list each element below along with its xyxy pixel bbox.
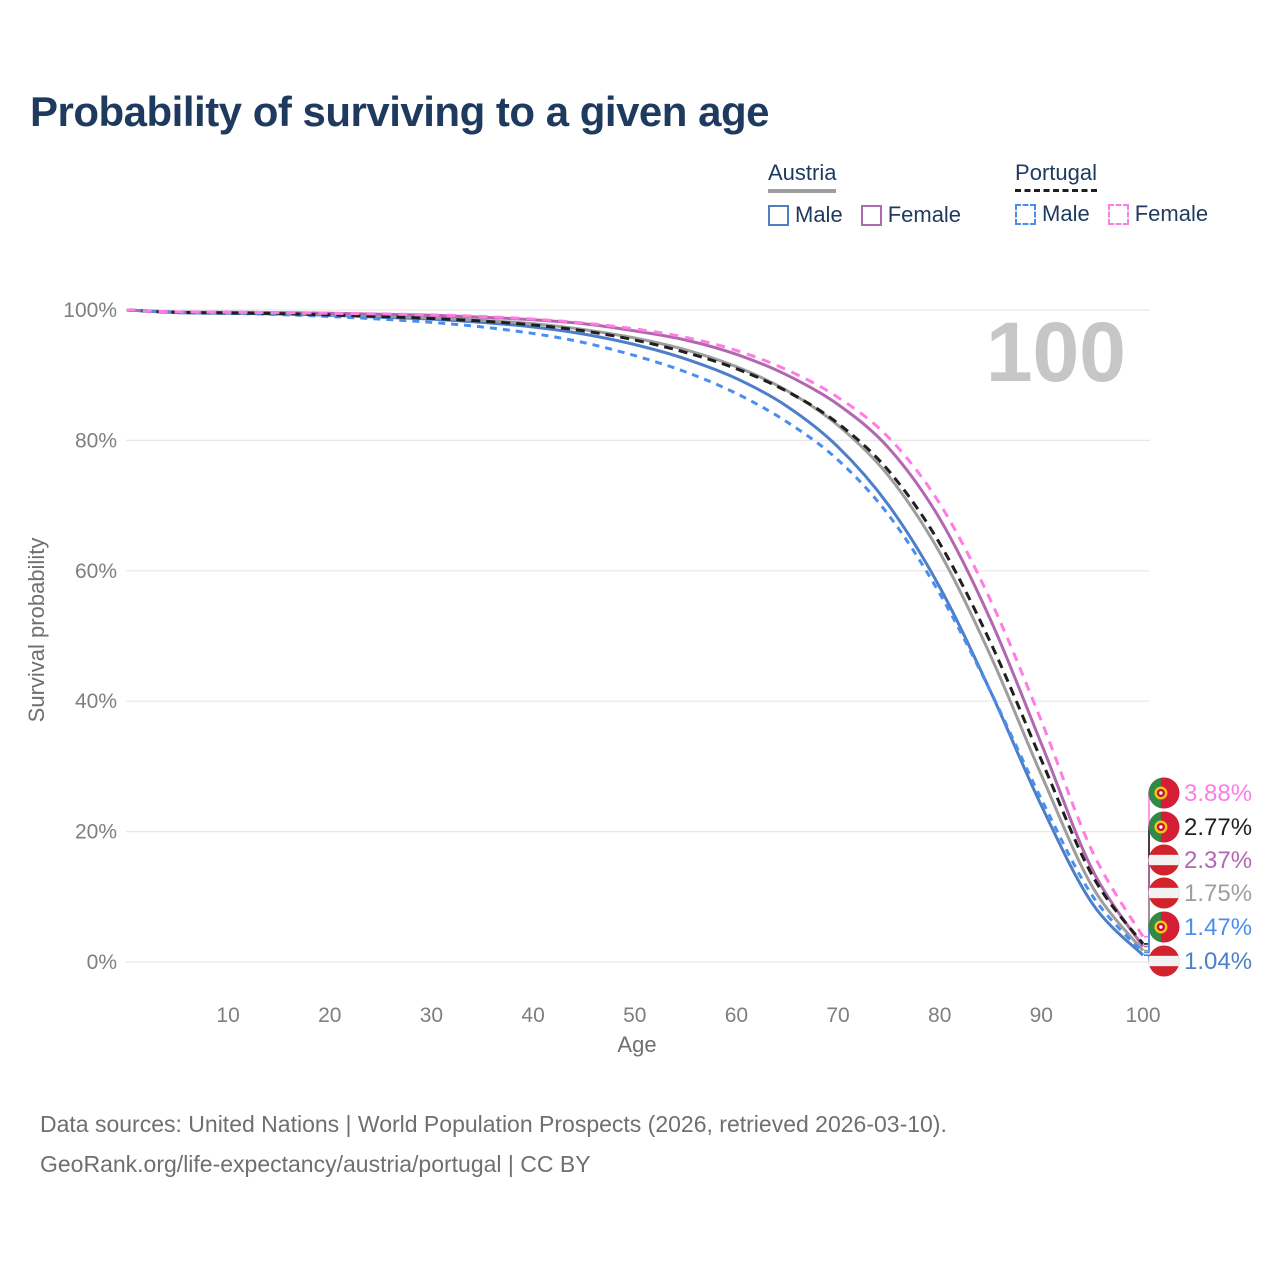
legend-item-austria-female[interactable]: Female <box>860 202 962 228</box>
legend-label: Male <box>1042 201 1090 226</box>
legend-label: Female <box>1134 201 1209 226</box>
age-watermark: 100 <box>986 305 1126 399</box>
chart-title: Probability of surviving to a given age <box>30 88 769 135</box>
end-value-label-austria-male-male: 1.04% <box>1184 948 1252 975</box>
end-value-label-austria-female-female: 2.37% <box>1184 847 1252 874</box>
footer: Data sources: United Nations | World Pop… <box>40 1104 947 1184</box>
series-line-portugal-male-male[interactable] <box>126 308 1145 954</box>
legend: Austria Male Female Portugal Male Female <box>768 160 1208 228</box>
x-tick-label: 80 <box>928 1004 951 1027</box>
y-tick-label: 100% <box>63 299 117 322</box>
x-tick-label: 60 <box>725 1004 748 1027</box>
end-value-label-austria-both: 1.75% <box>1184 880 1252 907</box>
legend-label: Male <box>795 202 843 227</box>
legend-group-austria: Austria Male Female <box>768 160 961 228</box>
x-tick-label: 70 <box>826 1004 849 1027</box>
series-line-austria-male-male[interactable] <box>126 308 1145 957</box>
legend-swatch-austria-male <box>768 204 789 226</box>
x-tick-label: 20 <box>318 1004 341 1027</box>
legend-label: Female <box>887 202 962 227</box>
legend-items: Male Female <box>1015 201 1208 227</box>
legend-swatch-portugal-female <box>1107 203 1129 225</box>
series-line-austria-female-female[interactable] <box>126 308 1145 948</box>
x-tick-label: 30 <box>420 1004 443 1027</box>
legend-item-portugal-female[interactable]: Female <box>1107 201 1209 227</box>
y-tick-label: 60% <box>75 560 117 583</box>
x-tick-label: 50 <box>623 1004 646 1027</box>
y-tick-label: 20% <box>75 821 117 844</box>
end-value-label-portugal-male-male: 1.47% <box>1184 914 1252 941</box>
y-tick-label: 40% <box>75 690 117 713</box>
legend-swatch-portugal-male <box>1015 203 1037 225</box>
x-tick-label: 90 <box>1030 1004 1053 1027</box>
y-tick-label: 0% <box>87 951 117 974</box>
series-line-portugal-both[interactable] <box>126 308 1145 945</box>
x-axis-title: Age <box>617 1032 656 1057</box>
footer-data-sources: Data sources: United Nations | World Pop… <box>40 1111 947 1137</box>
y-axis-title: Survival probability <box>24 538 49 723</box>
series-line-austria-both[interactable] <box>126 308 1145 952</box>
austria-flag-icon <box>1148 877 1180 909</box>
legend-country-austria[interactable]: Austria <box>768 160 837 193</box>
y-tick-label: 80% <box>75 429 117 452</box>
austria-flag-icon <box>1148 844 1180 876</box>
portugal-flag-icon <box>1148 811 1180 843</box>
legend-item-austria-male[interactable]: Male <box>768 202 843 228</box>
x-tick-label: 40 <box>521 1004 544 1027</box>
portugal-flag-icon <box>1148 777 1180 809</box>
end-value-label-portugal-female-female: 3.88% <box>1184 780 1252 807</box>
legend-swatch-austria-female <box>860 204 882 226</box>
end-value-label-portugal-both: 2.77% <box>1184 814 1252 841</box>
series-line-portugal-female-female[interactable] <box>126 308 1145 938</box>
austria-flag-icon <box>1148 945 1180 977</box>
footer-attribution: GeoRank.org/life-expectancy/austria/port… <box>40 1151 591 1177</box>
portugal-flag-icon <box>1148 911 1180 943</box>
legend-item-portugal-male[interactable]: Male <box>1015 201 1090 227</box>
x-tick-label: 10 <box>216 1004 239 1027</box>
legend-items: Male Female <box>768 202 961 228</box>
legend-group-portugal: Portugal Male Female <box>1015 160 1208 228</box>
legend-country-portugal[interactable]: Portugal <box>1015 160 1097 192</box>
x-tick-label: 100 <box>1125 1004 1160 1027</box>
